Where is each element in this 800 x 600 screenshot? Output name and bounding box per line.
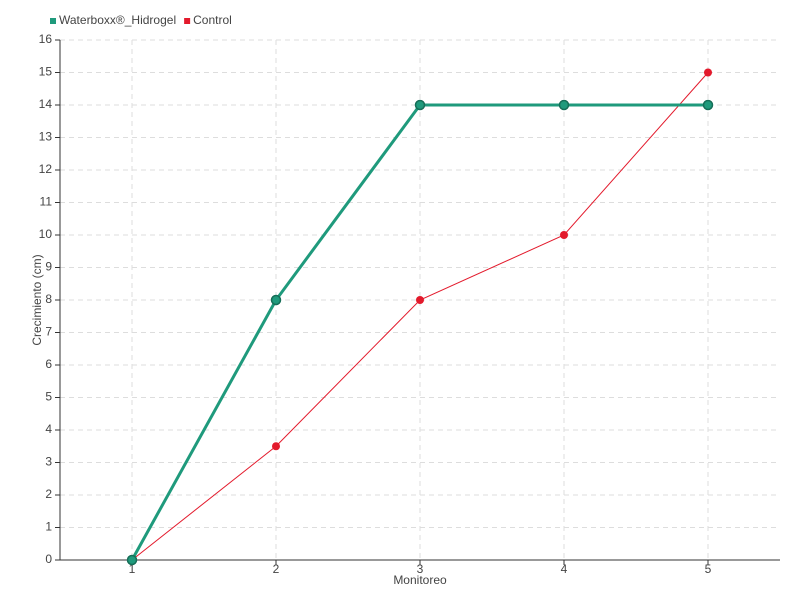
x-tick-label: 1 (129, 562, 136, 576)
y-tick-label: 10 (39, 227, 53, 241)
data-point (272, 442, 280, 451)
x-tick-label: 3 (417, 562, 424, 576)
y-tick-label: 6 (45, 357, 52, 371)
data-point (126, 554, 138, 566)
x-tick-label: 4 (561, 562, 568, 576)
y-tick-label: 16 (39, 32, 53, 46)
y-tick-label: 3 (45, 455, 52, 469)
y-tick-label: 12 (39, 162, 53, 176)
legend-label: Waterboxx®_Hidrogel (59, 13, 176, 27)
x-axis-label: Monitoreo (393, 573, 447, 587)
y-tick-label: 7 (45, 325, 52, 339)
y-tick-label: 2 (45, 487, 52, 501)
legend-label: Control (193, 13, 232, 27)
y-tick-label: 5 (45, 390, 52, 404)
y-tick-label: 4 (45, 422, 52, 436)
x-tick-label: 5 (705, 562, 712, 576)
y-tick-label: 11 (40, 195, 53, 209)
data-point (414, 99, 426, 111)
data-point (416, 296, 424, 304)
y-axis-label: Crecimiento (cm) (30, 254, 44, 345)
y-tick-label: 9 (45, 260, 52, 274)
data-point (270, 294, 282, 306)
y-tick-label: 8 (45, 292, 52, 306)
y-tick-label: 0 (45, 552, 52, 566)
legend-swatch (50, 18, 56, 24)
data-point (704, 68, 712, 77)
x-tick-label: 2 (273, 562, 280, 576)
data-point (558, 99, 570, 111)
y-tick-label: 13 (39, 130, 53, 144)
series-line (131, 72, 709, 561)
data-point (702, 99, 714, 111)
legend-swatch (184, 18, 191, 24)
y-tick-label: 1 (45, 520, 52, 534)
y-tick-label: 15 (39, 65, 53, 79)
y-tick-label: 14 (39, 97, 53, 111)
data-point (560, 231, 568, 239)
